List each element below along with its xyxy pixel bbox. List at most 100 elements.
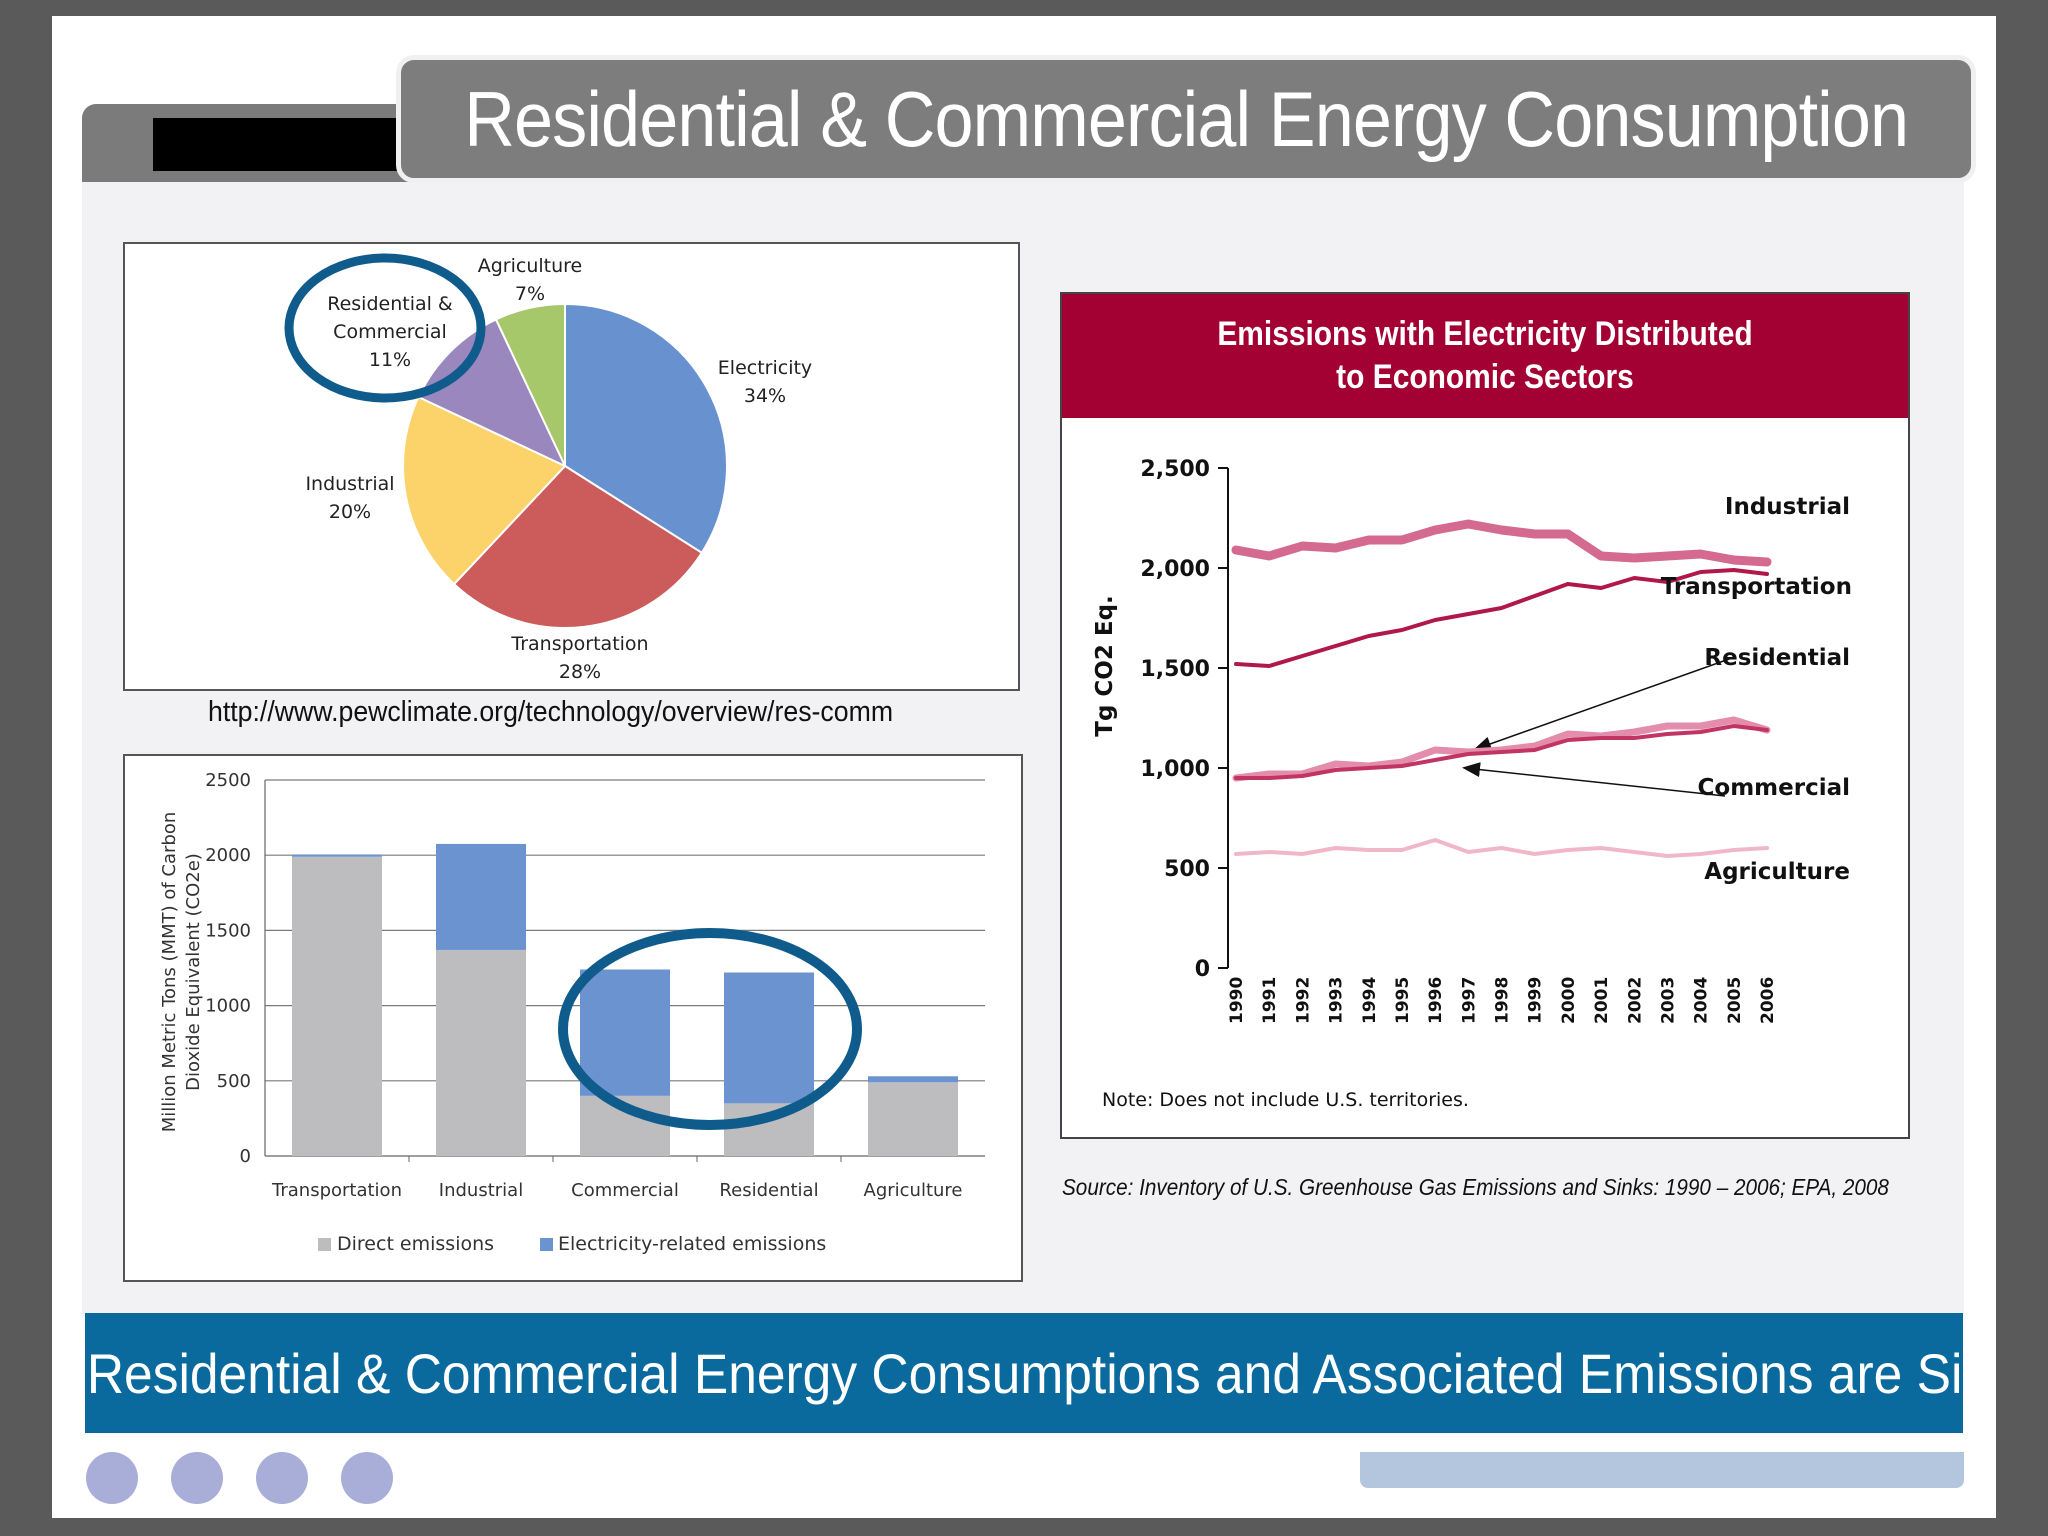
- legend-swatch-electricity: [540, 1238, 553, 1251]
- line-xtick-label: 2005: [1725, 977, 1745, 1024]
- line-label-commercial: Commercial: [1698, 775, 1850, 801]
- nav-dot-2[interactable]: [171, 1452, 223, 1504]
- pie-label-transportation: Transportation: [510, 633, 648, 655]
- bar-ytick-label: 2000: [205, 845, 251, 866]
- pie-slice-agriculture: [494, 302, 566, 467]
- line-series-residential: [1232, 716, 1771, 782]
- bottom-banner: Residential & Commercial Energy Consumpt…: [85, 1313, 1963, 1433]
- line-ytick-label: 1,000: [1140, 757, 1210, 782]
- pie-pct-rescom: 11%: [369, 349, 411, 371]
- line-title-1: Emissions with Electricity Distributed: [1217, 315, 1753, 353]
- line-xtick-label: 1992: [1293, 977, 1313, 1024]
- bar-commercial-electricity: [580, 969, 670, 1096]
- line-xtick-label: 2000: [1559, 977, 1579, 1024]
- line-ytick-label: 2,500: [1140, 457, 1210, 482]
- legend-label-electricity: Electricity-related emissions: [558, 1233, 826, 1255]
- banner-text: Residential & Commercial Energy Consumpt…: [86, 1341, 1963, 1405]
- pie-pct-industrial: 20%: [329, 501, 371, 523]
- line-title-2: to Economic Sectors: [1336, 358, 1634, 396]
- line-label-agriculture: Agriculture: [1704, 859, 1850, 885]
- line-label-transportation: Transportation: [1661, 574, 1852, 600]
- pie-pct-transportation: 28%: [559, 661, 601, 683]
- line-xtick-label: 1999: [1526, 977, 1546, 1024]
- nav-dot-1[interactable]: [86, 1452, 138, 1504]
- line-ytick-label: 2,000: [1140, 557, 1210, 582]
- line-ytick-label: 0: [1195, 957, 1210, 982]
- bar-residential-direct: [724, 1103, 814, 1156]
- arrow-commercial: [1462, 762, 1726, 797]
- line-label-residential: Residential: [1704, 645, 1850, 671]
- pie-label-industrial: Industrial: [305, 473, 394, 495]
- line-xtick-label: 1993: [1327, 977, 1347, 1024]
- footer-bar: [1360, 1452, 1964, 1488]
- bar-agriculture-direct: [868, 1082, 958, 1156]
- bar-ytick-label: 1000: [205, 996, 251, 1017]
- line-series-transportation: [1234, 568, 1769, 668]
- pie-label-electricity: Electricity: [718, 357, 812, 379]
- bar-xtick-label: Industrial: [439, 1180, 523, 1201]
- bar-ylabel-2: Dioxide Equivalent (CO2e): [183, 853, 204, 1091]
- bar-ytick-label: 0: [240, 1146, 251, 1167]
- title-bar: Residential & Commercial Energy Consumpt…: [396, 55, 1976, 183]
- pie-chart: Agriculture 7% Electricity 34% Industria…: [284, 253, 812, 683]
- bar-industrial-electricity: [436, 843, 526, 950]
- line-ylabel: Tg CO2 Eq.: [1092, 595, 1118, 737]
- line-ytick-label: 500: [1164, 857, 1210, 882]
- redacted-bar: [153, 118, 403, 171]
- line-chart: 0 500 1,000 1,500 2,000 2,500 1990 1991 1992 199…: [1092, 457, 1852, 1111]
- line-chart-title: Emissions with Electricity Distributed t…: [1062, 294, 1908, 418]
- arrow-residential: [1473, 657, 1733, 752]
- pie-pct-electricity: 34%: [744, 385, 786, 407]
- pie-label-agriculture: Agriculture: [478, 255, 583, 277]
- line-xtick-label: 1994: [1360, 977, 1380, 1024]
- line-xtick-label: 1996: [1426, 977, 1446, 1024]
- bar-agriculture-electricity: [868, 1076, 958, 1083]
- pie-slice-industrial: [402, 395, 567, 586]
- pie-slice-transportation: [452, 464, 704, 629]
- bar-industrial-direct: [436, 949, 526, 1156]
- line-series-commercial: [1234, 724, 1769, 780]
- nav-dot-4[interactable]: [341, 1452, 393, 1504]
- line-label-industrial: Industrial: [1725, 494, 1850, 520]
- bar-residential-electricity: [724, 972, 814, 1104]
- line-chart-panel: Emissions with Electricity Distributed t…: [1060, 292, 1910, 1139]
- legend-label-direct: Direct emissions: [337, 1233, 494, 1255]
- bar-xtick-label: Agriculture: [864, 1180, 963, 1201]
- line-series-agriculture: [1234, 838, 1769, 858]
- source-citation: Source: Inventory of U.S. Greenhouse Gas…: [1062, 1174, 1889, 1200]
- line-xtick-label: 1991: [1260, 977, 1280, 1024]
- line-xtick-label: 2006: [1758, 977, 1778, 1024]
- pie-label-rescom-1: Residential &: [327, 293, 453, 315]
- bar-ylabel-1: Million Metric Tons (MMT) of Carbon: [159, 812, 180, 1133]
- bar-transportation-direct: [292, 856, 382, 1156]
- bar-xtick-label: Transportation: [271, 1180, 402, 1201]
- highlight-circle-pie: [284, 253, 486, 403]
- highlight-circle-bars: [558, 928, 862, 1130]
- bar-chart: 0 500 1000 1500 2000 2500 Transportation Indus…: [159, 770, 985, 1255]
- line-ytick-label: 1,500: [1140, 657, 1210, 682]
- line-note: Note: Does not include U.S. territories.: [1102, 1089, 1469, 1111]
- line-xtick-label: 2002: [1625, 977, 1645, 1024]
- bar-xtick-label: Residential: [719, 1180, 818, 1201]
- pie-label-rescom-2: Commercial: [333, 321, 447, 343]
- pie-chart-panel: Agriculture 7% Electricity 34% Industria…: [123, 242, 1020, 691]
- bar-ytick-label: 500: [217, 1071, 251, 1092]
- source-url: http://www.pewclimate.org/technology/ove…: [208, 696, 894, 728]
- line-xtick-label: 2003: [1658, 977, 1678, 1024]
- line-xtick-label: 1995: [1393, 977, 1413, 1024]
- line-xtick-label: 1998: [1493, 977, 1513, 1024]
- line-xtick-label: 1997: [1459, 977, 1479, 1024]
- page-title: Residential & Commercial Energy Consumpt…: [464, 74, 1909, 163]
- bar-ytick-label: 2500: [205, 770, 251, 791]
- line-xtick-label: 2001: [1592, 977, 1612, 1024]
- line-xtick-label: 2004: [1692, 977, 1712, 1024]
- bar-transportation-electricity: [292, 854, 382, 857]
- bar-xtick-label: Commercial: [571, 1180, 679, 1201]
- bar-ytick-label: 1500: [205, 920, 251, 941]
- line-series-industrial: [1231, 519, 1772, 567]
- pie-pct-agriculture: 7%: [515, 283, 545, 305]
- bar-chart-panel: 0 500 1000 1500 2000 2500 Transportation Indus…: [123, 754, 1023, 1282]
- line-xtick-label: 1990: [1227, 977, 1247, 1024]
- legend-swatch-direct: [318, 1238, 331, 1251]
- nav-dot-3[interactable]: [256, 1452, 308, 1504]
